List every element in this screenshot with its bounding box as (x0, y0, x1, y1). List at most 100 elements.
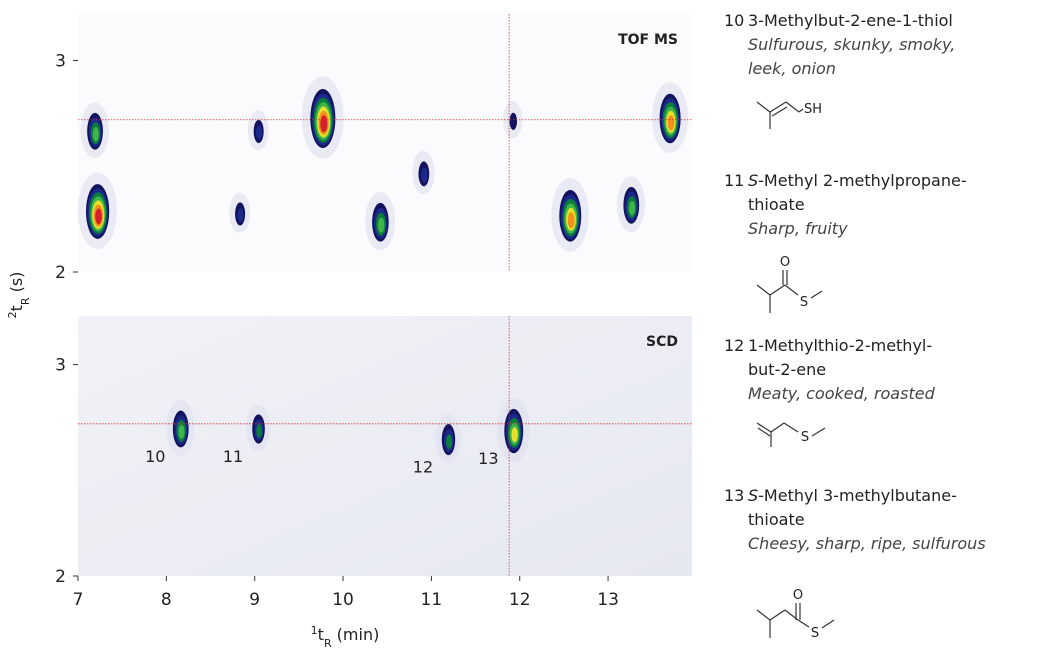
peak-label: 13 (478, 449, 498, 468)
compound-name: S-Methyl 2-methylpropane- (748, 171, 967, 190)
name-part: -Methyl 2-methylpropane- (758, 171, 966, 190)
atom-label: S (811, 626, 819, 641)
structure-10: SH (756, 101, 822, 129)
peak-label: 12 (413, 458, 433, 477)
compound-name: thioate (748, 195, 805, 214)
peak-contour (567, 212, 575, 229)
axis-label: 2tR (s) (6, 272, 32, 319)
peak (497, 397, 531, 463)
peak-contour (95, 208, 102, 225)
x-tick-label: 13 (597, 590, 619, 610)
x-tick-label: 8 (161, 590, 172, 610)
peak-label: 10 (145, 447, 165, 466)
y-tick-label: 2 (55, 263, 66, 283)
compound-name: but-2-ene (748, 360, 826, 379)
compound-name: 1-Methylthio-2-methyl- (748, 336, 932, 355)
compound-number: 12 (724, 336, 744, 355)
peak-contour (509, 112, 518, 130)
peak-contour (178, 424, 185, 439)
panel: 2 3 7 8 9 10 11 12 13 10 11 12 13 SCD 1tR (min) (55, 316, 692, 650)
atom-label: S (800, 295, 808, 310)
axis-label-main: t (318, 625, 324, 644)
x-tick-label: 11 (421, 590, 443, 610)
peak-contour (511, 427, 518, 443)
peak-contour (421, 167, 428, 183)
atom-label: O (793, 588, 803, 603)
peak-contour (377, 217, 385, 233)
x-tick-label: 10 (332, 590, 354, 610)
compound-number: 13 (724, 486, 744, 505)
peak (502, 100, 523, 139)
peak (166, 400, 195, 456)
peak-contour (256, 424, 263, 438)
odor-descriptor: Cheesy, sharp, ripe, sulfurous (748, 534, 986, 553)
x-tick-label: 7 (73, 590, 84, 610)
peak (616, 176, 646, 233)
odor-descriptor: Sharp, fruity (748, 219, 848, 238)
peak (365, 191, 396, 251)
atom-label: S (801, 430, 809, 445)
axis-label-main: t (7, 305, 26, 311)
compound-name: 3-Methylbut-2-ene-1-thiol (748, 11, 953, 30)
compound: 10 3-Methylbut-2-ene-1-thiol Sulfurous, sk… (724, 11, 955, 78)
x-tick-label: 12 (509, 590, 531, 610)
axis-label-sub: R (19, 297, 32, 305)
axis-label-sup: 1 (311, 624, 318, 637)
compound: 12 1-Methylthio-2-methyl-but-2-ene Meaty, … (724, 336, 936, 403)
odor-descriptor: leek, onion (748, 59, 836, 78)
structure-11: O S (756, 255, 823, 313)
peak-label: 11 (223, 447, 243, 466)
panel-label: TOF MS (618, 32, 678, 48)
peak-contour (629, 200, 636, 216)
peak (229, 192, 251, 234)
x-tick-label: 9 (249, 590, 260, 610)
structure-12: S (756, 422, 826, 447)
peak-contour (92, 126, 99, 142)
axis-label-unit: (min) (332, 625, 380, 644)
y-tick-label: 2 (55, 567, 66, 587)
compound-number: 10 (724, 11, 744, 30)
axis-label: 1tR (min) (311, 624, 380, 650)
peak (412, 150, 435, 195)
compound-number: 11 (724, 171, 744, 190)
axis-label-sup: 2 (6, 311, 19, 318)
name-part: thioate (748, 510, 805, 529)
peak (651, 82, 688, 153)
axis-label-sub: R (324, 637, 332, 650)
compound-name: thioate (748, 510, 805, 529)
peak-contour (237, 208, 244, 223)
italic-prefix: S (748, 171, 758, 190)
name-part: 1-Methylthio-2-methyl- (748, 336, 932, 355)
compound: 11 S-Methyl 2-methylpropane-thioate Sharp,… (724, 171, 967, 238)
peak-contour (256, 125, 263, 140)
peak (246, 404, 271, 452)
compound: 13 S-Methyl 3-methylbutane-thioate Cheesy,… (724, 486, 986, 553)
peak-contour (667, 115, 675, 131)
atom-label: O (780, 255, 790, 270)
name-part: but-2-ene (748, 360, 826, 379)
axis-label-unit: (s) (7, 272, 26, 298)
peak-contour (320, 115, 328, 133)
peak (301, 76, 344, 159)
italic-prefix: S (748, 486, 758, 505)
peak-contour (446, 434, 453, 449)
panel-label: SCD (646, 334, 678, 350)
atom-label: SH (804, 102, 822, 117)
peak (435, 413, 461, 464)
peak (80, 102, 110, 159)
peak (247, 110, 269, 151)
odor-descriptor: Meaty, cooked, roasted (748, 384, 936, 403)
y-tick-label: 3 (55, 52, 66, 72)
name-part: -Methyl 3-methylbutane- (758, 486, 957, 505)
name-part: 3-Methylbut-2-ene-1-thiol (748, 11, 953, 30)
odor-descriptor: Sulfurous, skunky, smoky, (748, 35, 955, 54)
y-tick-label: 3 (55, 356, 66, 376)
structure-13: O S (756, 588, 835, 641)
compound-name: S-Methyl 3-methylbutane- (748, 486, 957, 505)
peak (77, 172, 117, 249)
name-part: thioate (748, 195, 805, 214)
peak (551, 178, 589, 252)
